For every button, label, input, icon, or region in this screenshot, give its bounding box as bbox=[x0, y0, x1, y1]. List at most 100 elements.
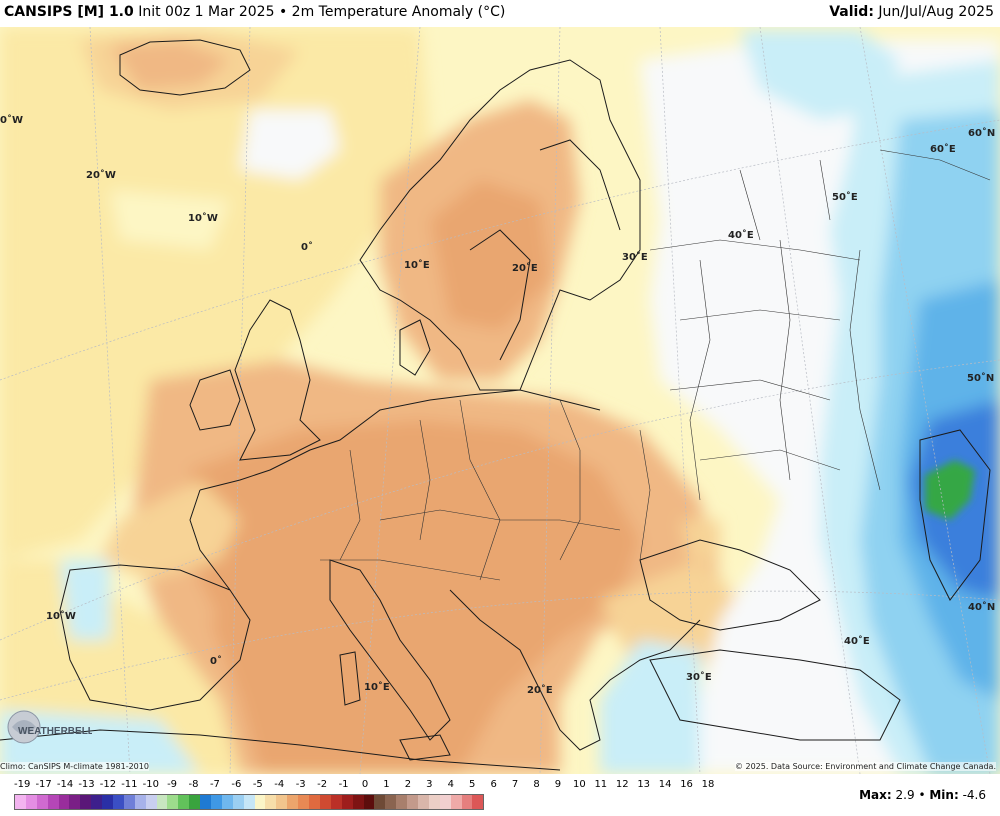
legend-tick-label: -8 bbox=[188, 779, 199, 790]
logo-text: WEATHERBELL bbox=[18, 726, 92, 737]
max-value: 2.9 bbox=[895, 788, 915, 802]
valid-label: Valid: bbox=[829, 4, 874, 20]
legend-swatch bbox=[352, 795, 364, 809]
legend-swatch bbox=[298, 795, 310, 809]
legend-swatch bbox=[287, 795, 299, 809]
legend-tick-label: 11 bbox=[594, 779, 608, 790]
legend-tick-label: -9 bbox=[167, 779, 178, 790]
legend-swatch bbox=[91, 795, 103, 809]
legend-swatch bbox=[254, 795, 266, 809]
legend-swatch bbox=[374, 795, 386, 809]
legend-tick-label: 0 bbox=[361, 779, 369, 790]
legend-tick-label: 9 bbox=[554, 779, 562, 790]
legend-swatch bbox=[25, 795, 37, 809]
legend-tick-label: -14 bbox=[56, 779, 74, 790]
valid-value: Jun/Jul/Aug 2025 bbox=[878, 4, 994, 20]
legend-swatch bbox=[363, 795, 375, 809]
legend-swatch bbox=[123, 795, 135, 809]
grid-label: 30˚E bbox=[622, 251, 648, 263]
grid-label: 0˚ bbox=[301, 241, 313, 253]
legend-swatch bbox=[417, 795, 429, 809]
grid-label: 10˚E bbox=[364, 681, 390, 693]
field-name: 2m Temperature Anomaly (°C) bbox=[291, 4, 506, 20]
legend-tick-label: -11 bbox=[121, 779, 138, 790]
legend-tick-label: -19 bbox=[14, 779, 31, 790]
max-min-stats: Max: 2.9 • Min: -4.6 bbox=[859, 788, 986, 802]
color-legend: -19 -17 -14 -13 -12 -11 -10 -9 -8 -7 -6 -5 -4 -3 -2 -1 0… bbox=[0, 776, 1000, 816]
grid-label: 60˚E bbox=[930, 143, 956, 155]
grid-label: 10˚E bbox=[404, 259, 430, 271]
anomaly-core bbox=[925, 460, 975, 520]
map-canvas: 0˚W 20˚W 10˚W 0˚ 10˚E 20˚E 30˚E 40˚E 50˚… bbox=[0, 27, 1000, 774]
grid-label: 0˚W bbox=[0, 114, 23, 126]
legend-tick-label: -1 bbox=[338, 779, 349, 790]
legend-swatch bbox=[221, 795, 233, 809]
grid-label: 20˚E bbox=[527, 684, 553, 696]
grid-label: 10˚W bbox=[46, 610, 76, 622]
legend-tick-label: -6 bbox=[231, 779, 242, 790]
legend-swatch bbox=[167, 795, 179, 809]
legend-swatch bbox=[200, 795, 212, 809]
grid-label: 0˚ bbox=[210, 655, 222, 667]
data-source-credit: © 2025. Data Source: Environment and Cli… bbox=[734, 762, 996, 771]
grid-label: 30˚E bbox=[686, 671, 712, 683]
grid-label: 20˚E bbox=[512, 262, 538, 274]
grid-label: 10˚W bbox=[188, 212, 218, 224]
country-borders bbox=[320, 149, 991, 581]
legend-swatch bbox=[102, 795, 114, 809]
legend-tick-label: -13 bbox=[78, 779, 95, 790]
grid-label: 60˚N bbox=[968, 127, 995, 139]
legend-tick-label: -12 bbox=[99, 779, 117, 790]
legend-swatch bbox=[69, 795, 81, 809]
anomaly-shading bbox=[0, 27, 1000, 774]
title-separator: • bbox=[278, 4, 288, 20]
legend-swatch bbox=[58, 795, 70, 809]
legend-tick-label: 12 bbox=[615, 779, 629, 790]
legend-swatch bbox=[211, 795, 222, 809]
legend-tick-label: 8 bbox=[533, 779, 540, 790]
legend-swatch bbox=[276, 795, 288, 809]
legend-tick-label: 14 bbox=[658, 779, 672, 790]
legend-color-bar bbox=[14, 794, 485, 810]
legend-tick-label: 10 bbox=[573, 779, 586, 790]
legend-tick-label: 16 bbox=[680, 779, 693, 790]
legend-tick-label: 18 bbox=[701, 779, 715, 790]
legend-swatch bbox=[156, 795, 168, 809]
legend-swatch bbox=[36, 795, 48, 809]
legend-swatch bbox=[145, 795, 157, 809]
legend-swatch bbox=[80, 795, 92, 809]
stats-bullet: • bbox=[918, 788, 926, 802]
legend-tick-label: -3 bbox=[295, 779, 306, 790]
legend-tick-label: -10 bbox=[142, 779, 159, 790]
legend-swatch bbox=[428, 795, 440, 809]
map-title: CANSIPS [M] 1.0 Init 00z 1 Mar 2025 • 2m… bbox=[4, 4, 505, 20]
grid-label: 50˚N bbox=[967, 372, 994, 384]
legend-tick-label: 1 bbox=[383, 779, 390, 790]
legend-swatch bbox=[461, 795, 473, 809]
legend-swatch bbox=[450, 795, 462, 809]
legend-swatch bbox=[341, 795, 353, 809]
anomaly-map: 0˚W 20˚W 10˚W 0˚ 10˚E 20˚E 30˚E 40˚E 50˚… bbox=[0, 27, 1000, 774]
legend-swatch bbox=[407, 795, 418, 809]
legend-swatch bbox=[439, 795, 451, 809]
valid-period: Valid: Jun/Jul/Aug 2025 bbox=[829, 4, 994, 20]
legend-swatch bbox=[189, 795, 201, 809]
legend-tick-label: 4 bbox=[447, 779, 454, 790]
legend-tick-label: 5 bbox=[469, 779, 476, 790]
weatherbell-logo: WEATHERBELL bbox=[4, 705, 94, 745]
legend-tick-label: 6 bbox=[490, 779, 497, 790]
legend-tick-label: 13 bbox=[637, 779, 651, 790]
legend-swatch bbox=[472, 795, 484, 809]
legend-tick-label: -7 bbox=[209, 779, 220, 790]
graticule-labels: 0˚W 20˚W 10˚W 0˚ 10˚E 20˚E 30˚E 40˚E 50˚… bbox=[0, 114, 995, 696]
legend-swatch bbox=[330, 795, 342, 809]
legend-swatch bbox=[396, 795, 408, 809]
legend-swatch bbox=[178, 795, 190, 809]
min-label: Min: bbox=[929, 788, 959, 802]
legend-swatch bbox=[15, 795, 26, 809]
max-label: Max: bbox=[859, 788, 892, 802]
header-bar: CANSIPS [M] 1.0 Init 00z 1 Mar 2025 • 2m… bbox=[0, 0, 1000, 27]
legend-tick-label: -5 bbox=[252, 779, 263, 790]
legend-tick-label: 2 bbox=[404, 779, 412, 790]
min-value: -4.6 bbox=[962, 788, 986, 802]
